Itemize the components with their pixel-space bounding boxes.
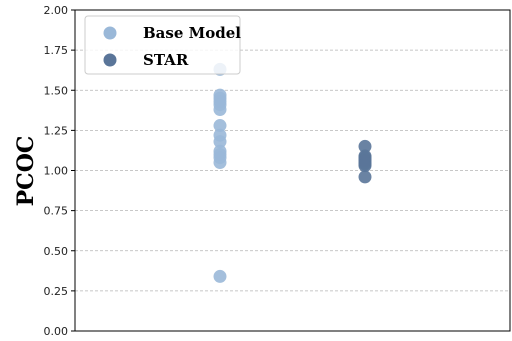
legend: Base Model STAR bbox=[84, 15, 241, 75]
y-axis-ticks: 0.00 0.25 0.50 0.75 1.00 1.25 1.50 1.75 2.00 bbox=[44, 4, 75, 338]
y-tick-label: 1.25 bbox=[44, 124, 69, 137]
data-points bbox=[213, 62, 372, 283]
legend-star-marker bbox=[103, 53, 117, 67]
star-point bbox=[358, 139, 372, 153]
star-point bbox=[358, 159, 372, 173]
legend-star-label: STAR bbox=[143, 51, 189, 69]
y-tick-label: 0.75 bbox=[44, 205, 69, 218]
base-model-point bbox=[213, 155, 227, 169]
legend-box bbox=[84, 15, 241, 75]
base-model-point bbox=[213, 135, 227, 149]
plot-frame bbox=[74, 9, 511, 332]
star-point bbox=[358, 170, 372, 184]
y-tick-label: 0.00 bbox=[44, 325, 69, 338]
y-tick-label: 0.25 bbox=[44, 285, 69, 298]
base-model-point bbox=[213, 103, 227, 117]
y-axis-label: PCOC bbox=[13, 136, 39, 207]
y-tick-label: 1.50 bbox=[44, 84, 69, 97]
y-tick-label: 1.00 bbox=[44, 165, 69, 178]
grid-lines bbox=[75, 49, 510, 292]
y-tick-label: 0.50 bbox=[44, 245, 69, 258]
legend-base-model-marker bbox=[103, 26, 117, 40]
base-model-point bbox=[213, 269, 227, 283]
y-tick-label: 1.75 bbox=[44, 44, 69, 57]
legend-base-model-label: Base Model bbox=[143, 24, 241, 42]
base-model-point bbox=[213, 119, 227, 133]
y-tick-label: 2.00 bbox=[44, 4, 69, 17]
